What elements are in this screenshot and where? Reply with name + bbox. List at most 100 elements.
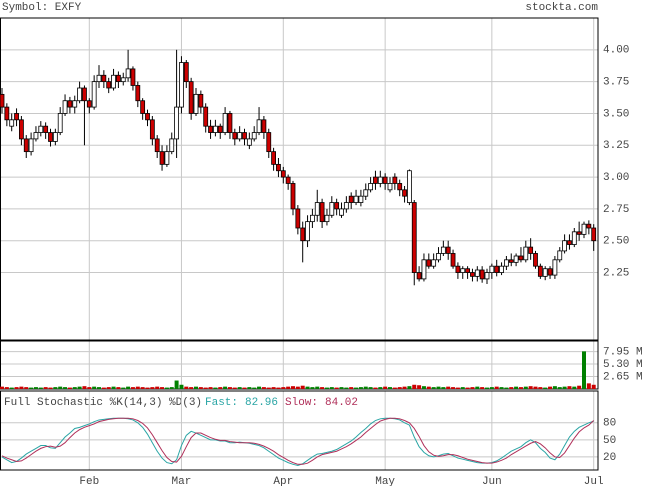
volume-bar [63, 387, 68, 389]
volume-bar [295, 386, 300, 389]
candle-body [571, 231, 577, 245]
candle-body [436, 253, 441, 261]
volume-bar [504, 387, 509, 389]
candle-body [503, 259, 509, 267]
volume-bar [198, 387, 203, 389]
volume-bar [58, 386, 63, 389]
candle-body [23, 138, 29, 153]
x-tick-label: May [375, 476, 395, 486]
candle-body [368, 183, 374, 191]
volume-bar [407, 386, 412, 389]
candle-body [402, 189, 407, 197]
volume-bar [412, 384, 417, 389]
volume-bar [358, 387, 363, 389]
candle-body [445, 246, 451, 254]
volume-bar [533, 386, 538, 389]
candle-body [416, 272, 422, 280]
volume-bar [431, 387, 436, 389]
candle-body [188, 81, 194, 114]
volume-bar [329, 387, 334, 389]
volume-bar [247, 387, 252, 389]
panel-frame [0, 390, 599, 471]
candle-body [484, 272, 490, 280]
candle-body [125, 68, 131, 79]
candle-body [576, 231, 582, 235]
candle-body [474, 269, 480, 277]
candle-body [591, 227, 597, 242]
volume-bar [38, 387, 43, 389]
volume-bar [397, 387, 402, 389]
candle-body [290, 183, 296, 210]
volume-bar [363, 386, 368, 389]
volume-bar [514, 386, 519, 389]
candle-body [508, 259, 514, 263]
volume-bar [567, 386, 572, 389]
volume-bar [523, 386, 528, 389]
y-tick-label: 2.75 [603, 204, 629, 216]
x-tick-label: Jun [482, 476, 502, 486]
candle-body [513, 255, 519, 263]
volume-bar [548, 386, 553, 389]
volume-bar [29, 387, 34, 389]
candle-body [465, 268, 471, 273]
candle-body [242, 132, 247, 140]
candle-body [295, 208, 301, 229]
candle-body [348, 195, 354, 203]
volume-bar [489, 387, 494, 389]
volume-bar [150, 387, 155, 389]
volume-bar [552, 386, 557, 389]
volume-bar [281, 387, 286, 389]
volume-bar [368, 387, 373, 389]
volume-bar [213, 387, 218, 389]
candle-body [198, 93, 204, 108]
y-tick-label: 3.25 [603, 140, 629, 152]
volume-bar [475, 386, 480, 389]
symbol: Symbol: EXFY [2, 2, 82, 14]
volume-bar [82, 386, 87, 389]
volume-bar [470, 387, 475, 389]
volume-bar [72, 387, 77, 389]
volume-bar [426, 386, 431, 389]
candle-body [237, 132, 243, 140]
volume-bar [116, 387, 121, 389]
candle-body [305, 221, 310, 242]
volume-bar [184, 386, 189, 389]
volume-bar [518, 387, 523, 389]
volume-bar [383, 386, 388, 389]
x-tick-label: Feb [79, 476, 99, 486]
candle-body [339, 208, 344, 216]
candle-body [450, 253, 456, 267]
candle-body [116, 74, 121, 83]
candle-body [111, 74, 116, 89]
candle-body [9, 119, 15, 127]
candle-body [72, 100, 78, 108]
candle-body [460, 268, 466, 273]
volume-bar [421, 386, 426, 389]
candle-body [440, 246, 446, 254]
volume-bar [339, 387, 344, 389]
candle-body [179, 62, 184, 108]
x-tick-label: Jul [584, 476, 604, 486]
candle-body [411, 202, 417, 273]
candle-body [38, 125, 44, 133]
candle-body [314, 202, 320, 216]
candle-body [537, 265, 543, 277]
volume-bar [324, 387, 329, 389]
fast-label: Fast: [205, 397, 238, 409]
candle-body [373, 176, 378, 184]
candle-body [159, 151, 165, 165]
volume-bar [446, 386, 451, 389]
volume-bar [106, 387, 111, 389]
candle-body [86, 100, 92, 108]
y-tick-label: 2.25 [603, 267, 629, 279]
volume-bar [232, 387, 237, 389]
volume-bar [300, 385, 305, 389]
candle-body [518, 255, 524, 261]
candle-body [120, 77, 126, 83]
volume-bar [485, 387, 489, 389]
volume-bar [388, 387, 392, 389]
volume-bar [252, 387, 257, 389]
x-tick-label: Mar [172, 476, 192, 486]
